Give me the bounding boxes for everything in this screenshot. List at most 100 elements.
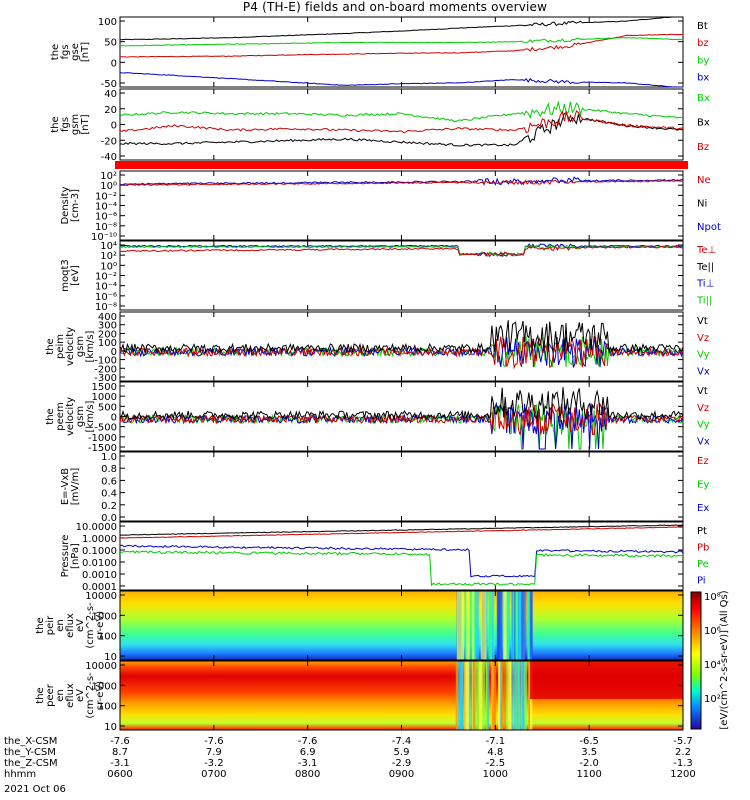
panel-frame <box>119 451 684 522</box>
spectrogram-streak <box>466 591 470 660</box>
y-axis-label-line: eV <box>75 689 86 702</box>
x-axis-value: 6.9 <box>300 747 316 758</box>
spectrogram-streak <box>455 661 458 730</box>
y-tick-label: 10⁻⁸ <box>95 302 117 313</box>
y-tick-label: 0.6 <box>101 476 117 487</box>
x-axis-row-label: the_Y-CSM <box>4 747 56 758</box>
y-tick-label: 0.8 <box>101 464 117 475</box>
y-axis-label: the peem velocity gsm [km/s] <box>45 397 96 436</box>
y-axis-label-line: sr-eV) <box>95 611 106 640</box>
spectrogram-streak <box>520 591 525 660</box>
spectrogram-streak <box>528 661 530 730</box>
y-tick-label: 20 <box>104 105 117 116</box>
legend-entry: Pt <box>697 526 707 537</box>
spectrogram-streak <box>517 591 522 660</box>
y-tick-label: 10⁰ <box>100 261 117 272</box>
colorbar-label: [eV/(cm^2-s-sr-eV)] (All Qs) <box>719 590 730 729</box>
y-axis-label: the fgs gsm [nT] <box>50 114 91 135</box>
x-axis-value: -6.5 <box>579 736 599 747</box>
y-axis-label: the peer en eflux eV (cm^2-s-sr-eV) <box>35 672 106 719</box>
y-axis-label-line: [nPa] <box>70 543 81 569</box>
x-axis-value: 7.9 <box>206 747 222 758</box>
spectrogram-streak <box>465 661 470 730</box>
y-axis-label: Density [cm-3] <box>60 186 81 224</box>
x-axis-value: 1200 <box>670 769 695 780</box>
x-axis-value: -2.5 <box>486 758 506 769</box>
x-axis-value: -1.3 <box>673 758 693 769</box>
y-tick-label: -1500 <box>88 443 117 454</box>
y-tick-label: 0.0001 <box>82 582 117 593</box>
y-tick-label: -200 <box>94 364 117 375</box>
spectrogram-streak <box>493 591 495 660</box>
x-axis-value: -3.2 <box>204 758 224 769</box>
legend-entry: bz <box>697 38 709 49</box>
spectrogram-streak <box>516 661 519 730</box>
y-axis-label-line: the <box>35 617 46 633</box>
spectrogram-patch <box>530 661 683 699</box>
y-tick-label: 10² <box>100 251 117 262</box>
y-axis-label-line: [nT] <box>80 42 91 62</box>
panel-frame <box>119 16 684 88</box>
velocity-trace <box>119 320 684 354</box>
y-axis-label: E=-VxB [mV/m] <box>60 468 81 506</box>
panel-peir-spectrogram: 10000 1000 100 10 the peir en eflux eV (cm^2-s-sr… <box>35 590 684 663</box>
y-tick-label: 10⁻⁸ <box>95 222 117 233</box>
spectrogram-streak <box>473 661 478 730</box>
x-axis-value: -7.6 <box>204 736 224 747</box>
y-axis-label-line: the <box>50 44 61 60</box>
y-tick-label: 1.0000 <box>82 534 117 545</box>
y-tick-label: 500 <box>98 402 117 413</box>
colorbar-tick-label: 10² <box>704 694 721 705</box>
y-tick-label: 10⁻¹⁰ <box>91 232 117 243</box>
spectrogram-streak <box>510 591 514 660</box>
x-axis-value: -3.1 <box>298 758 318 769</box>
spectrogram-streak <box>524 661 527 730</box>
y-axis-label-line: gsm <box>70 114 81 135</box>
panel-frame <box>119 240 684 311</box>
series-line-Pe <box>119 550 684 587</box>
colorbar: 10⁸ 10⁶ 10⁴ 10²[eV/(cm^2-s-sr-eV)] (All Qs) <box>690 590 730 730</box>
legend-entry: Vx <box>697 367 710 378</box>
y-tick-label: 10 <box>104 652 117 663</box>
colorbar-gradient <box>690 591 702 730</box>
spectrogram-streak <box>457 661 462 730</box>
y-tick-label: -1000 <box>88 433 117 444</box>
y-tick-label: 50 <box>104 38 117 49</box>
y-tick-label: 10⁻⁶ <box>95 212 117 223</box>
y-axis-label-line: sr-eV) <box>95 681 106 710</box>
legend-entry: Pb <box>697 543 709 554</box>
x-axis-value: -5.7 <box>673 736 693 747</box>
date-label: 2021 Oct 06 <box>4 784 66 795</box>
x-axis-value: -3.1 <box>110 758 130 769</box>
y-tick-label: -300 <box>94 373 117 384</box>
colorbar-tick-label: 10⁴ <box>704 660 721 671</box>
spectrogram-streak <box>468 591 473 660</box>
x-axis-value: 2.2 <box>675 747 691 758</box>
legend-entry: Ti|| <box>696 296 712 307</box>
y-axis-label-line: peim <box>55 334 66 359</box>
y-tick-label: 10.0000 <box>76 522 117 533</box>
legend-entry: Ne <box>697 175 711 186</box>
y-tick-label: 100 <box>98 632 117 643</box>
y-tick-label: 10⁻⁶ <box>95 292 117 303</box>
y-axis-label-line: Density <box>60 186 71 224</box>
y-axis-label-line: the <box>50 116 61 132</box>
y-axis-label-line: the <box>45 338 56 354</box>
spectrogram-streak <box>481 661 485 730</box>
velocity-trace <box>119 402 684 436</box>
y-tick-label: 100 <box>98 702 117 713</box>
y-axis-label-line: peir <box>45 615 56 635</box>
y-tick-label: 10⁰ <box>100 181 117 192</box>
x-axis-value: -2.0 <box>579 758 599 769</box>
series-line-Te-perp <box>119 245 683 258</box>
y-tick-label: 10⁴ <box>100 241 117 252</box>
x-axis-value: 1100 <box>576 769 601 780</box>
legend-entry: Vx <box>697 437 710 448</box>
y-tick-label: 0.0 <box>101 513 117 524</box>
y-tick-label: 0 <box>111 347 117 358</box>
colorbar-tick-label: 10⁸ <box>704 592 721 603</box>
